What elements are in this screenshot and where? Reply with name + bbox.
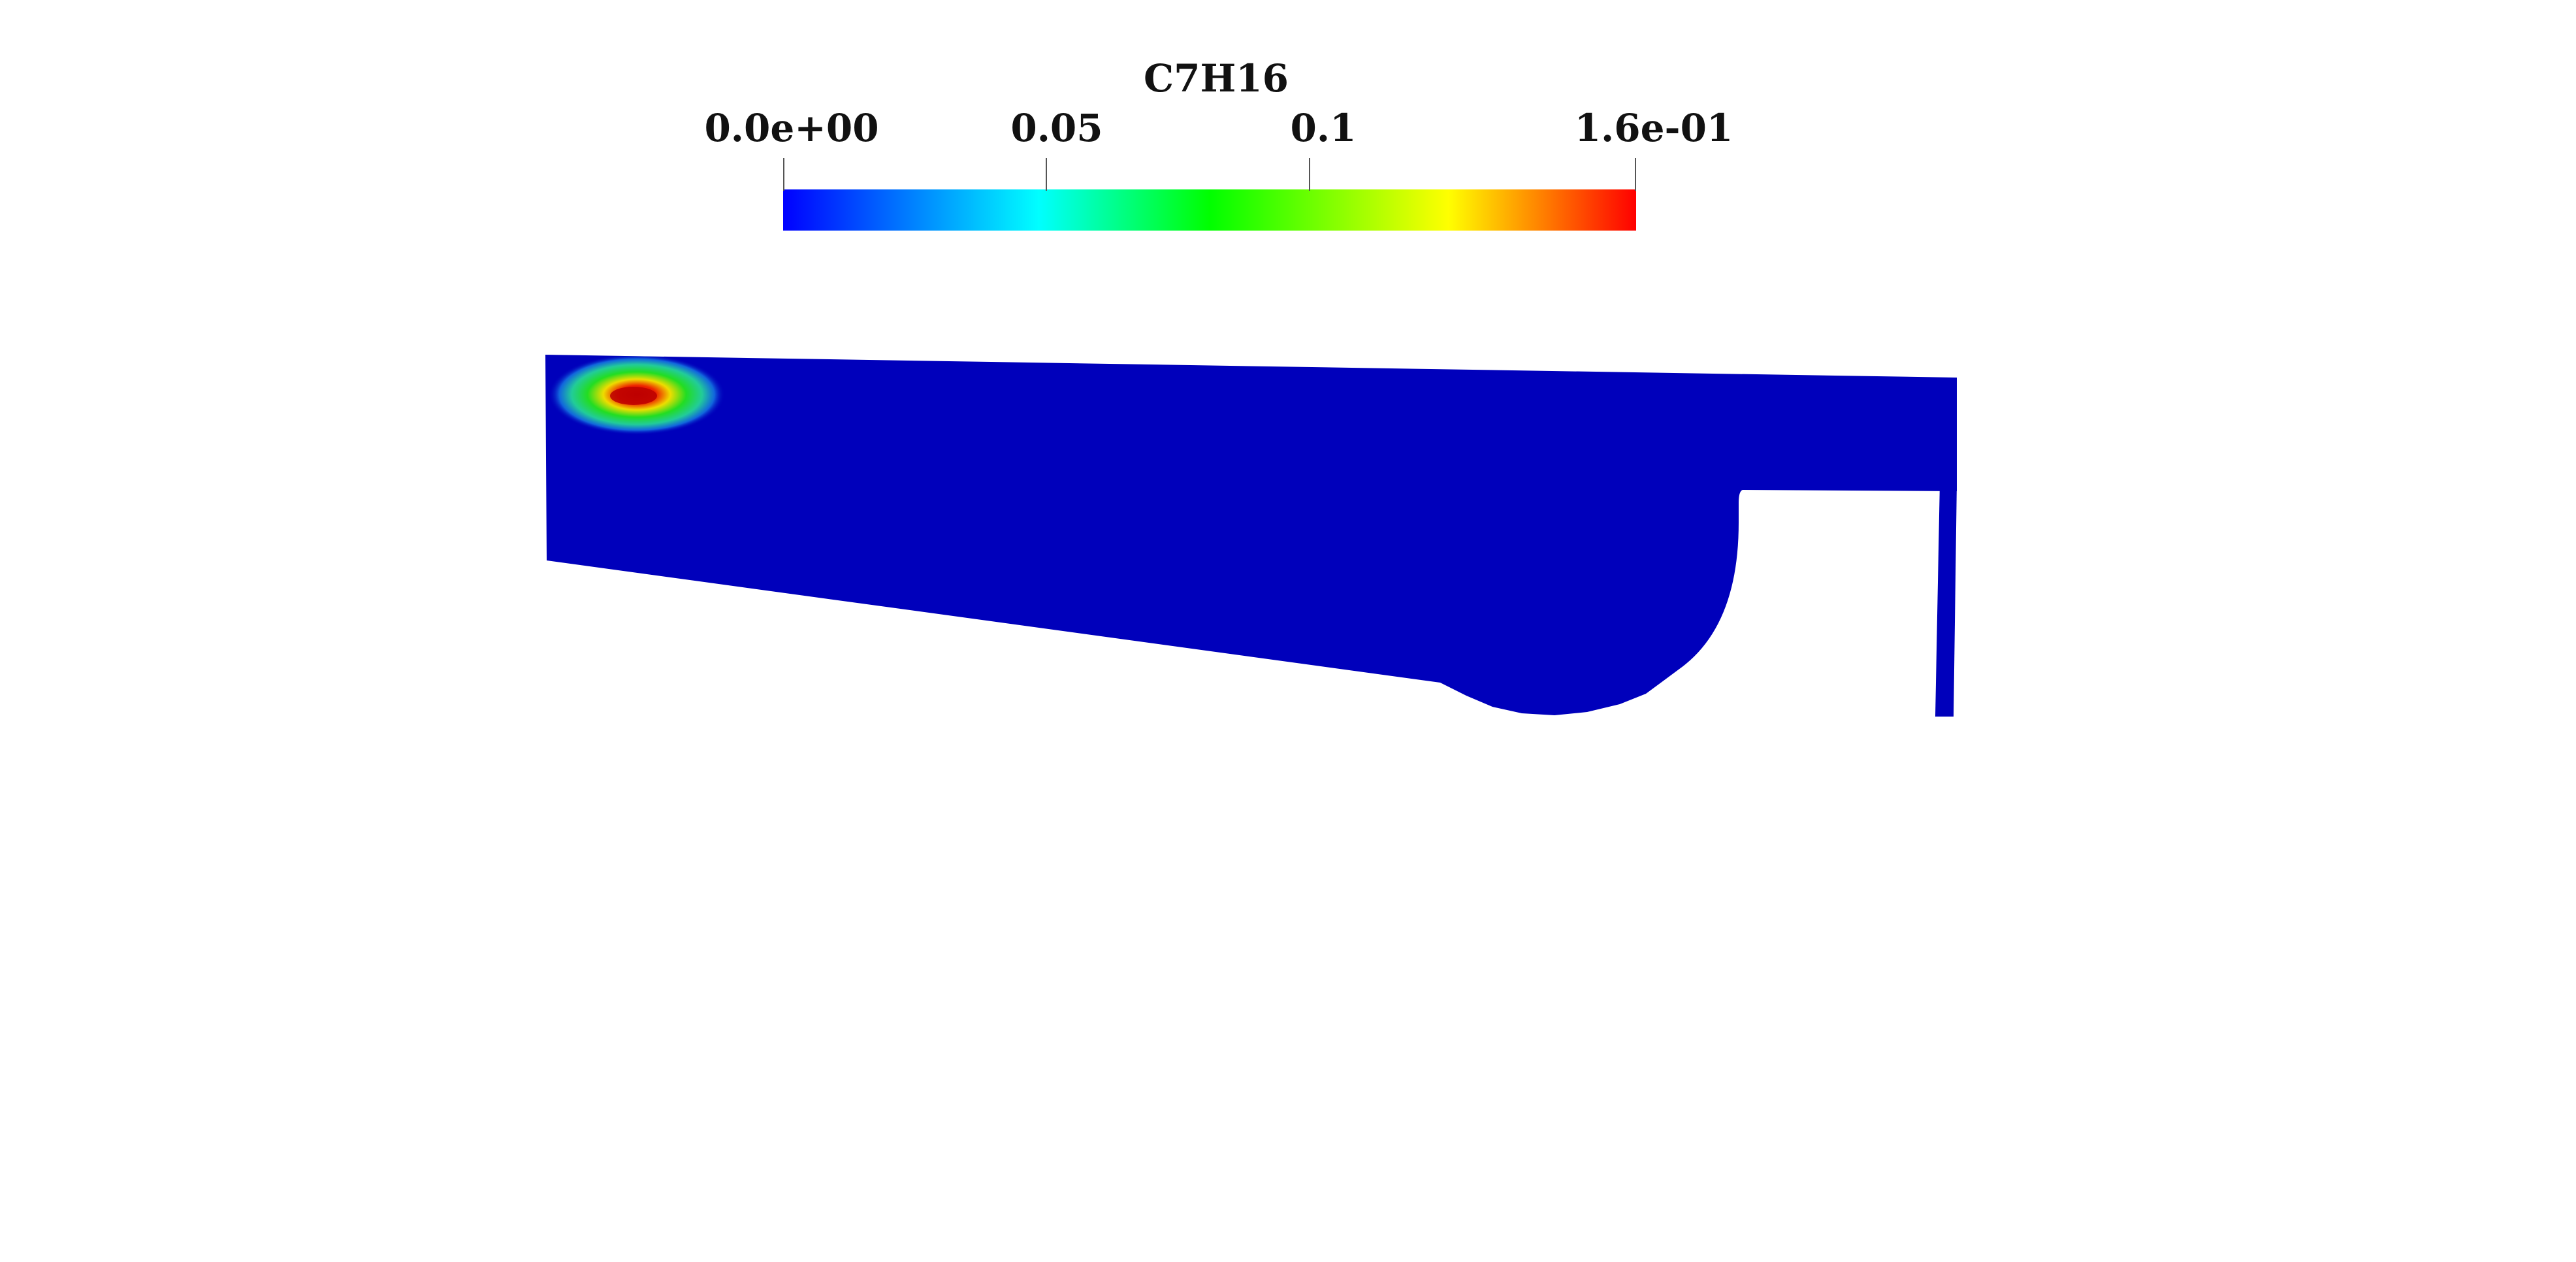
domain-right-wall xyxy=(1935,481,1957,717)
colorbar-gradient xyxy=(783,189,1636,231)
domain-main-body xyxy=(545,355,1957,715)
tick-label-min: 0.0e+00 xyxy=(704,106,879,150)
tick-label-005: 0.05 xyxy=(1010,106,1103,150)
tick-label-01: 0.1 xyxy=(1290,106,1357,150)
colorbar-title-text: C7H16 xyxy=(1143,56,1289,101)
tick-label-max: 1.6e-01 xyxy=(1574,106,1733,150)
concentration-hotspot xyxy=(549,355,725,435)
